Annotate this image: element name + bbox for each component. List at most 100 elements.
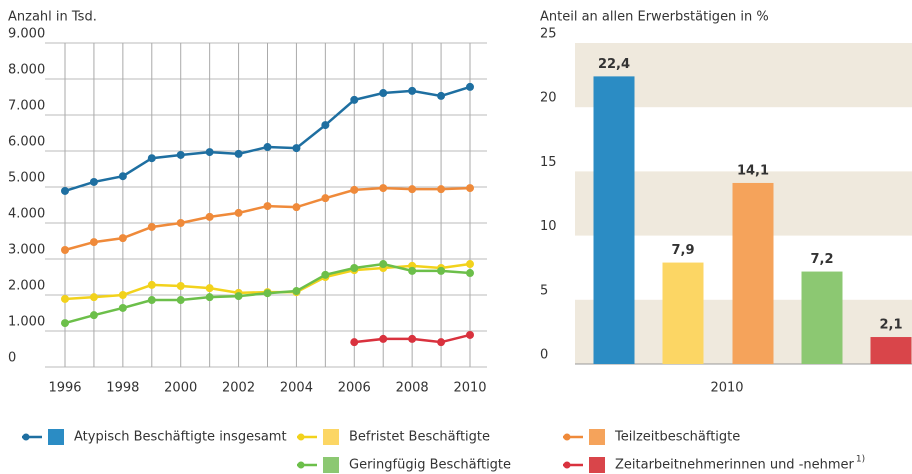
point <box>176 150 185 159</box>
point <box>89 177 98 186</box>
point <box>466 330 474 339</box>
point <box>147 222 156 231</box>
point <box>350 185 359 194</box>
y-tick-label: 20 <box>540 91 557 106</box>
y-tick-label: 0 <box>540 348 548 363</box>
point <box>263 143 272 152</box>
point <box>437 338 446 347</box>
legend-label: Zeitarbeitnehmerinnen und -nehmer <box>615 458 855 473</box>
point <box>408 185 417 194</box>
point <box>61 186 69 195</box>
x-tick-label: 2006 <box>338 381 371 396</box>
point <box>379 184 388 193</box>
value-label: 14,1 <box>737 163 769 178</box>
point <box>263 289 272 298</box>
y-tick-label: 6.000 <box>8 135 45 150</box>
point <box>408 266 417 275</box>
legend-dot <box>297 433 305 441</box>
point <box>234 208 243 217</box>
x-tick-label: 2010 <box>710 381 743 396</box>
point <box>321 270 330 279</box>
y-tick-label: 10 <box>540 219 557 234</box>
legend-swatch <box>589 429 605 445</box>
y-tick-label: 15 <box>540 155 557 170</box>
point <box>437 266 446 275</box>
x-tick-label: 2010 <box>453 381 486 396</box>
point <box>205 293 214 302</box>
x-tick-label: 2000 <box>164 381 197 396</box>
point <box>292 203 301 212</box>
point <box>292 144 301 153</box>
legend-label: Teilzeitbeschäftigte <box>614 430 740 445</box>
point <box>118 303 127 312</box>
point <box>118 291 127 299</box>
point <box>89 238 98 247</box>
point <box>350 95 359 104</box>
y-tick-label: 4.000 <box>8 207 45 222</box>
point <box>147 280 156 289</box>
legend-label: Atypisch Beschäftigte insgesamt <box>74 430 287 445</box>
y-tick-label: 3.000 <box>8 243 45 258</box>
point <box>176 219 185 227</box>
legend-swatch <box>48 429 64 445</box>
y-tick-label: 1.000 <box>8 315 45 330</box>
point <box>466 260 474 269</box>
point <box>176 296 185 305</box>
x-tick-label: 1996 <box>48 381 81 396</box>
point <box>466 269 474 278</box>
point <box>321 121 330 130</box>
point <box>466 184 474 193</box>
legend-dot <box>563 461 571 469</box>
bar <box>732 182 774 364</box>
bar <box>593 76 635 364</box>
point <box>89 293 98 302</box>
value-label: 22,4 <box>598 57 630 72</box>
point <box>147 296 156 305</box>
point <box>379 260 388 269</box>
x-tick-label: 2008 <box>396 381 429 396</box>
y-tick-label: 8.000 <box>8 63 45 78</box>
point <box>263 202 272 211</box>
x-tick-label: 1998 <box>106 381 139 396</box>
point <box>437 185 446 194</box>
point <box>466 82 474 91</box>
point <box>205 284 214 293</box>
legend-dot <box>22 433 30 441</box>
y-tick-label: 9.000 <box>8 27 45 42</box>
y-axis-title: Anzahl in Tsd. <box>8 10 97 25</box>
point <box>147 154 156 163</box>
legend-label: Befristet Beschäftigte <box>349 430 490 445</box>
legend-label: Geringfügig Beschäftigte <box>349 458 511 473</box>
point <box>61 319 69 328</box>
y-tick-label: 0 <box>8 351 16 366</box>
point <box>408 334 417 343</box>
legend-dot <box>297 461 305 469</box>
legend-footnote: 1) <box>856 455 865 465</box>
point <box>234 292 243 301</box>
y-tick-label: 5.000 <box>8 171 45 186</box>
y-tick-label: 5 <box>540 283 548 298</box>
y-axis-title: Anteil an allen Erwerbstätigen in % <box>540 10 769 25</box>
x-tick-label: 2002 <box>222 381 255 396</box>
point <box>89 311 98 320</box>
value-label: 7,2 <box>810 252 833 267</box>
value-label: 7,9 <box>671 243 694 258</box>
point <box>61 246 69 254</box>
point <box>379 334 388 343</box>
point <box>176 282 185 290</box>
legend-swatch <box>589 457 605 473</box>
point <box>379 89 388 98</box>
x-tick-label: 2004 <box>280 381 313 396</box>
point <box>350 264 359 272</box>
point <box>118 172 127 181</box>
legend-swatch <box>323 457 339 473</box>
point <box>292 287 301 296</box>
point <box>234 149 243 158</box>
legend-swatch <box>323 429 339 445</box>
y-tick-label: 25 <box>540 27 557 42</box>
bar <box>662 262 704 364</box>
point <box>205 148 214 157</box>
bar <box>801 271 843 364</box>
legend-dot <box>563 433 571 441</box>
point <box>408 86 417 95</box>
